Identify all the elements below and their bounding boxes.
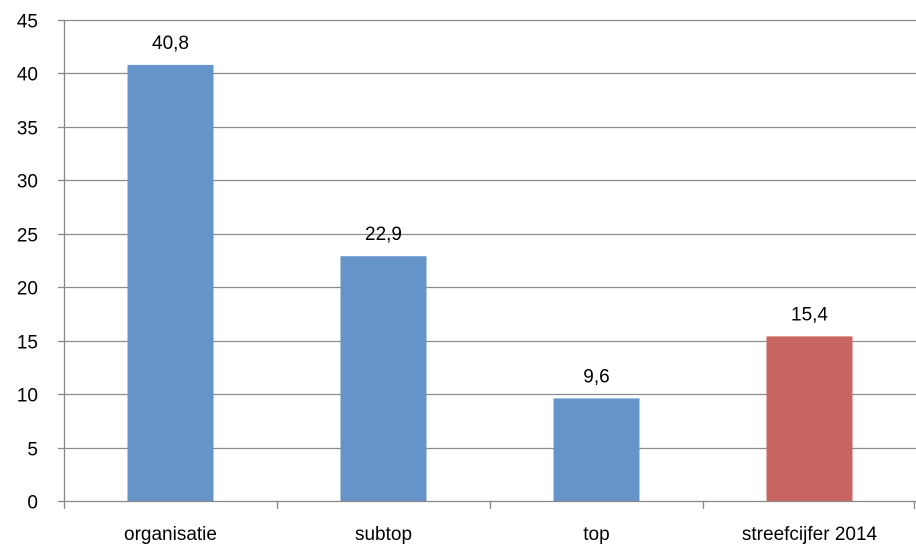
bar-top	[553, 398, 640, 501]
y-tick-label: 0	[27, 493, 38, 514]
bars	[127, 64, 853, 501]
data-label: 15,4	[791, 304, 828, 325]
data-label: 9,6	[583, 366, 609, 387]
bar-subtop	[340, 256, 427, 501]
bar-streefcijfer-2014	[766, 336, 853, 501]
y-tick-label: 25	[17, 226, 38, 247]
category-label: top	[583, 524, 609, 545]
bar-organisatie	[127, 64, 214, 501]
labels: 0 5 10 15 20 25 30 35 40 45 40,8 organisatie 22,9 sub…	[17, 12, 878, 546]
category-label: organisatie	[124, 524, 217, 545]
data-label: 40,8	[152, 33, 189, 54]
y-tick-label: 15	[17, 333, 38, 354]
y-tick-label: 45	[17, 12, 38, 33]
data-label: 22,9	[365, 224, 402, 245]
axes	[58, 19, 916, 509]
category-label: streefcijfer 2014	[742, 524, 878, 545]
y-tick-label: 20	[17, 279, 38, 300]
y-tick-label: 30	[17, 172, 38, 193]
y-tick-label: 5	[27, 440, 38, 461]
y-tick-label: 10	[17, 386, 38, 407]
y-tick-label: 40	[17, 65, 38, 86]
y-tick-label: 35	[17, 119, 38, 140]
category-label: subtop	[355, 524, 412, 545]
